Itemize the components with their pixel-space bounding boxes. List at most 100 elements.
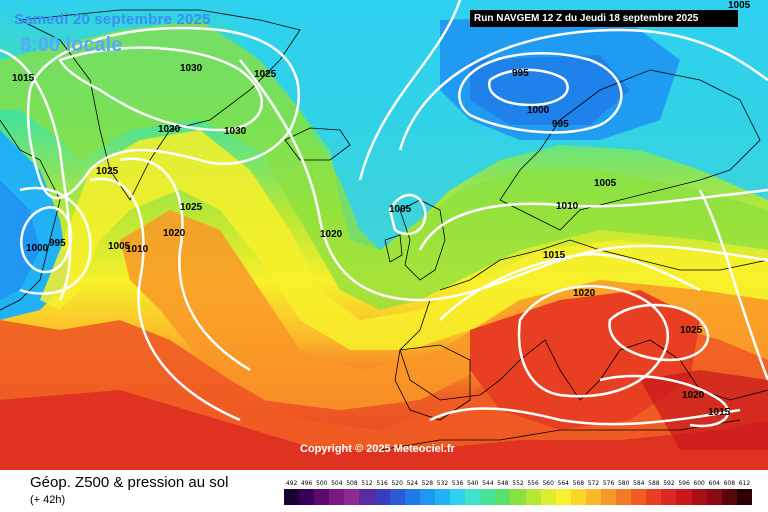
isobar-1005-norwegian xyxy=(398,28,768,151)
color-swatch xyxy=(631,489,647,505)
color-swatch xyxy=(616,489,632,505)
forecast-date: Samedi 20 septembre 2025 xyxy=(14,11,211,28)
color-scale-label: 568 xyxy=(572,480,585,487)
color-scale-label: 528 xyxy=(421,480,434,487)
color-scale-label: 544 xyxy=(482,480,494,487)
color-scale-label: 504 xyxy=(331,480,343,487)
isobar-label: 1025 xyxy=(96,166,119,177)
color-swatch xyxy=(736,489,752,505)
color-scale-bar xyxy=(284,489,752,505)
isobar-1010-baltic xyxy=(418,188,768,251)
color-scale-label: 612 xyxy=(738,480,751,487)
color-swatch xyxy=(419,489,435,505)
greenland-coast xyxy=(18,9,301,201)
isobar-labels: 1005 1015 1030 1025 995 1000 995 1030 10… xyxy=(12,0,751,418)
color-swatch xyxy=(510,489,526,505)
color-swatch xyxy=(434,489,451,505)
isobar-label: 1015 xyxy=(12,73,35,84)
color-scale-label: 556 xyxy=(527,480,539,487)
green-belt xyxy=(0,20,768,310)
iceland-coast xyxy=(284,127,351,161)
warm-red-core xyxy=(470,290,700,430)
color-swatch xyxy=(676,489,692,505)
color-swatch xyxy=(525,489,541,505)
scandinavia-coast xyxy=(499,69,761,231)
warm-orange xyxy=(120,210,768,410)
isobar-1030-greenland xyxy=(58,46,263,132)
copyright-notice: Copyright © 2025 Meteociel.fr xyxy=(300,443,455,455)
color-scale-label: 516 xyxy=(376,480,388,487)
color-scale-label: 596 xyxy=(678,480,690,487)
isobar-label: 1025 xyxy=(180,202,203,213)
color-scale-label: 560 xyxy=(542,480,554,487)
color-scale-label: 588 xyxy=(648,480,660,487)
isobar-1010-east xyxy=(698,189,768,381)
color-scale-label: 532 xyxy=(436,480,449,487)
color-scale-label: 584 xyxy=(633,480,645,487)
isobar-1010-north xyxy=(358,0,462,181)
cold-core-west xyxy=(0,180,40,300)
color-scale-label: 552 xyxy=(512,480,524,487)
isobar-low-labrador xyxy=(20,206,73,274)
isobar-label: 1015 xyxy=(708,407,731,418)
color-swatch xyxy=(555,489,571,505)
warm-red-south xyxy=(0,390,768,470)
color-scale-label: 524 xyxy=(406,480,419,487)
color-swatch xyxy=(691,489,707,505)
isobar-1000-labrador xyxy=(19,186,92,295)
europe-coast xyxy=(399,239,768,401)
color-swatch xyxy=(721,489,737,505)
color-swatch xyxy=(570,489,586,505)
color-swatch xyxy=(329,489,345,505)
color-scale-label: 576 xyxy=(602,480,615,487)
isobar-label: 1005 xyxy=(108,241,131,252)
color-scale-label: 608 xyxy=(723,480,736,487)
forecast-time: 8:00 locale xyxy=(20,34,123,56)
color-scale-label: 508 xyxy=(346,480,358,487)
legend-panel: Géop. Z500 & pression au sol (+ 42h) 492… xyxy=(0,470,768,512)
coastlines xyxy=(0,9,768,451)
color-scale-labels: 492 496 500 504 508 512 516 520 524 528 532 536 540 5… xyxy=(284,480,752,489)
color-swatch xyxy=(284,489,300,505)
color-scale-label: 572 xyxy=(587,480,600,487)
isobar-1015-west xyxy=(0,48,72,301)
isobar-label: 1030 xyxy=(180,63,203,74)
color-swatch xyxy=(465,489,481,505)
color-swatch xyxy=(374,489,390,505)
color-scale-label: 520 xyxy=(391,480,403,487)
color-swatch xyxy=(706,489,722,505)
isobars xyxy=(0,0,768,426)
british-isles-coast xyxy=(399,199,446,281)
isobar-label: 1010 xyxy=(126,244,149,255)
isobar-995-norwegian xyxy=(488,68,569,107)
color-scale-label: 492 xyxy=(285,480,298,487)
isobar-1020-atlantic xyxy=(89,177,241,422)
color-swatch xyxy=(495,489,511,505)
isobar-label: 1030 xyxy=(158,124,181,135)
isobar-label: 1020 xyxy=(573,288,596,299)
ridge-yellow xyxy=(40,130,768,350)
isobar-label: 1025 xyxy=(254,69,277,80)
isobar-label: 1025 xyxy=(680,325,703,336)
color-scale-label: 604 xyxy=(708,480,720,487)
isobar-label: 995 xyxy=(49,238,66,249)
run-info: Run NAVGEM 12 Z du Jeudi 18 septembre 20… xyxy=(470,10,738,27)
color-swatch xyxy=(600,489,617,505)
isobar-label: 1020 xyxy=(163,228,186,239)
africa-coast xyxy=(379,419,741,451)
color-swatch xyxy=(359,489,375,505)
color-swatch xyxy=(646,489,662,505)
color-swatch xyxy=(480,489,496,505)
weather-map: 1005 1015 1030 1025 995 1000 995 1030 10… xyxy=(0,0,768,470)
isobar-1000-norwegian xyxy=(458,52,623,134)
isobar-1020-aegean xyxy=(599,374,730,428)
isobar-label: 1010 xyxy=(556,201,579,212)
color-scale-label: 580 xyxy=(617,480,630,487)
isobar-label: 1005 xyxy=(389,204,412,215)
isobar-label: 995 xyxy=(552,119,569,130)
color-swatch xyxy=(314,489,330,505)
isobar-label: 1005 xyxy=(594,178,617,189)
iberia-coast xyxy=(394,344,471,421)
color-swatch xyxy=(540,489,556,505)
isobar-1015-south xyxy=(429,407,741,426)
